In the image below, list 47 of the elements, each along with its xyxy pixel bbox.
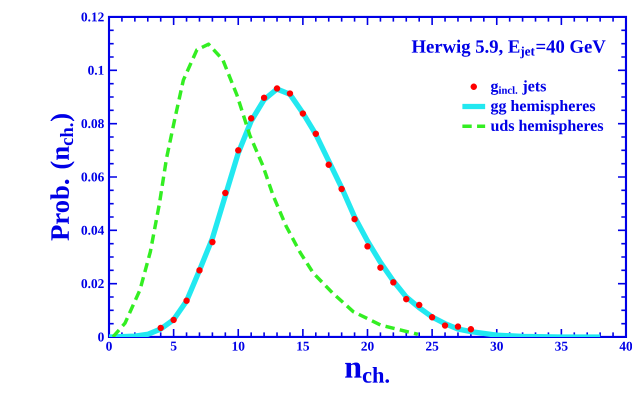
y-tick-label: 0.12 — [81, 12, 104, 22]
x-tick-label: 10 — [232, 342, 244, 351]
y-tick-label: 0.04 — [81, 226, 104, 235]
point — [326, 162, 332, 168]
legend-label: g$_{incl.}$ jets — [490, 80, 546, 95]
point — [196, 267, 203, 274]
annotation: Herwig 5.9, E$_{jet}$=40 GeV — [412, 40, 606, 58]
point — [416, 302, 422, 308]
x-tick-label: 0 — [106, 342, 112, 351]
point — [235, 147, 242, 154]
y-tick-label: 0 — [98, 332, 104, 342]
point — [377, 264, 384, 271]
point — [338, 186, 345, 192]
point — [248, 115, 254, 122]
point — [364, 243, 371, 250]
point — [403, 296, 410, 302]
legend-label: gg hemispheres — [490, 100, 596, 115]
point — [454, 323, 462, 330]
point — [286, 90, 294, 97]
point — [468, 326, 474, 332]
x-tick-label: 25 — [426, 342, 438, 351]
point — [300, 110, 306, 117]
point — [351, 216, 358, 222]
y-tick-label: 0.06 — [81, 172, 104, 182]
x-tick-label: 40 — [620, 342, 632, 351]
point — [209, 238, 216, 246]
point — [170, 316, 177, 324]
point — [312, 130, 319, 137]
point — [442, 322, 448, 329]
x-tick-label: 20 — [361, 342, 374, 351]
point — [428, 314, 436, 320]
x-tick-label: 30 — [490, 342, 503, 351]
point — [222, 190, 229, 196]
y-tick-label: 0.1 — [88, 66, 104, 75]
x-tick-label: 5 — [170, 342, 176, 351]
legend-label: uds hemispheres — [490, 120, 604, 134]
point — [158, 324, 164, 332]
y-tick-label: 0.08 — [81, 119, 104, 128]
point — [183, 298, 190, 304]
x-tick-label: 35 — [555, 342, 568, 351]
point — [390, 279, 397, 286]
x-tick-label: 15 — [297, 342, 310, 351]
point — [260, 94, 268, 101]
x-axis-title: n$_{ch.}$ — [345, 362, 390, 383]
y-tick-label: 0.02 — [81, 279, 104, 288]
point — [274, 85, 280, 92]
y-axis-title: Prob. (n$_{ch.}$) — [50, 114, 74, 241]
